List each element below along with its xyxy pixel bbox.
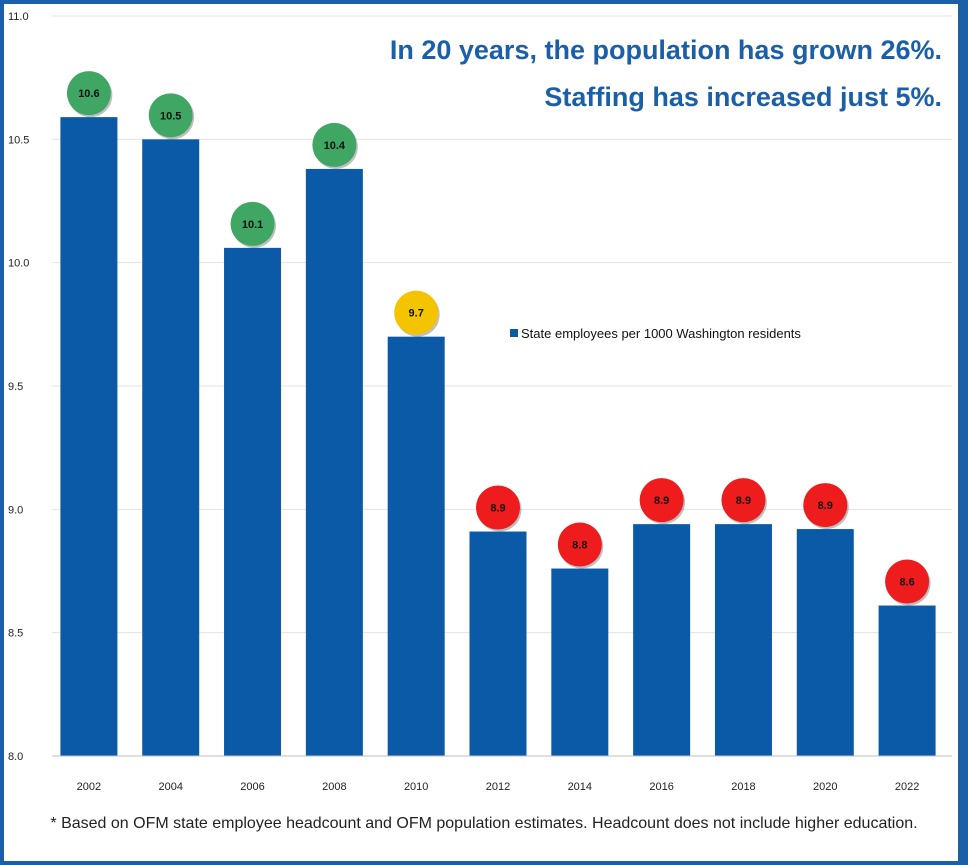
bar [387, 336, 445, 756]
badge [557, 522, 602, 567]
badge [312, 122, 357, 167]
frame-border [958, 0, 968, 865]
data-label: 10.6 [78, 88, 99, 100]
y-tick-label: 9.5 [8, 381, 23, 393]
x-tick-label: 2018 [731, 781, 755, 793]
data-label: 8.9 [654, 495, 669, 507]
data-label: 10.1 [242, 219, 263, 231]
y-tick-label: 10.0 [8, 258, 29, 270]
headline-line-2: Staffing has increased just 5%. [544, 82, 942, 112]
legend-label: State employees per 1000 Washington resi… [521, 326, 801, 341]
bar [142, 139, 200, 757]
bar [305, 168, 363, 756]
badge [476, 485, 520, 530]
data-label: 10.5 [160, 110, 181, 122]
headline-line-1: In 20 years, the population has grown 26… [390, 35, 942, 65]
badge [639, 478, 684, 523]
bar-chart: 8.08.59.09.510.010.511.0 2002 2004 2006 200… [8, 11, 952, 793]
badge [394, 290, 439, 335]
x-tick-label: 2002 [77, 781, 101, 793]
x-tick-label: 2004 [158, 781, 182, 793]
bar [551, 568, 609, 756]
x-tick-label: 2012 [486, 781, 510, 793]
y-tick-label: 10.5 [8, 134, 29, 146]
badge [803, 483, 848, 528]
footnote: * Based on OFM state employee headcount … [50, 815, 918, 832]
x-tick-label: 2010 [404, 781, 428, 793]
frame-border [0, 861, 968, 865]
x-tick-label: 2016 [649, 781, 673, 793]
frame-border [0, 0, 968, 4]
data-label: 8.6 [899, 577, 914, 589]
data-label: 8.9 [490, 503, 505, 515]
bar [224, 247, 282, 756]
y-tick-label: 11.0 [8, 11, 29, 23]
frame-border [0, 0, 4, 865]
data-label: 8.8 [572, 540, 587, 552]
bars [60, 117, 936, 757]
bar [60, 117, 118, 757]
badge [148, 93, 193, 138]
x-tick-label: 2022 [895, 781, 919, 793]
badge [721, 478, 766, 523]
data-label-badges: 10.6 10.5 10.1 10.4 9.7 8.9 8.8 8.9 8.9 8.9 8.6 [66, 71, 931, 606]
x-tick-label: 2008 [322, 781, 346, 793]
bar [878, 605, 936, 756]
headline: In 20 years, the population has grown 26… [390, 35, 942, 112]
badge [885, 559, 930, 604]
badge [230, 201, 275, 246]
x-tick-label: 2020 [813, 781, 837, 793]
x-tick-label: 2014 [568, 781, 592, 793]
y-tick-label: 9.0 [8, 504, 23, 516]
x-axis-ticks: 2002 2004 2006 2008 2010 2012 2014 2016 2018 2020… [77, 781, 920, 793]
bar [796, 529, 854, 756]
y-tick-label: 8.5 [8, 628, 23, 640]
x-tick-label: 2006 [240, 781, 264, 793]
bar [469, 531, 527, 756]
bar [633, 524, 691, 756]
legend-swatch [510, 329, 518, 337]
data-label: 10.4 [324, 140, 346, 152]
data-label: 8.9 [818, 500, 833, 512]
bar [714, 524, 772, 756]
badge [66, 71, 111, 116]
plot-panel: 8.0 8.5 9.0 9.5 10.0 10.5 11.0 2002 2004 2006 200… [4, 4, 958, 800]
y-tick-label: 8.0 [8, 751, 23, 763]
legend: State employees per 1000 Washington resi… [510, 326, 801, 341]
data-label: 8.9 [736, 495, 751, 507]
data-label: 9.7 [409, 308, 424, 320]
y-axis-ticks: 8.0 8.5 9.0 9.5 10.0 10.5 11.0 [8, 11, 29, 763]
